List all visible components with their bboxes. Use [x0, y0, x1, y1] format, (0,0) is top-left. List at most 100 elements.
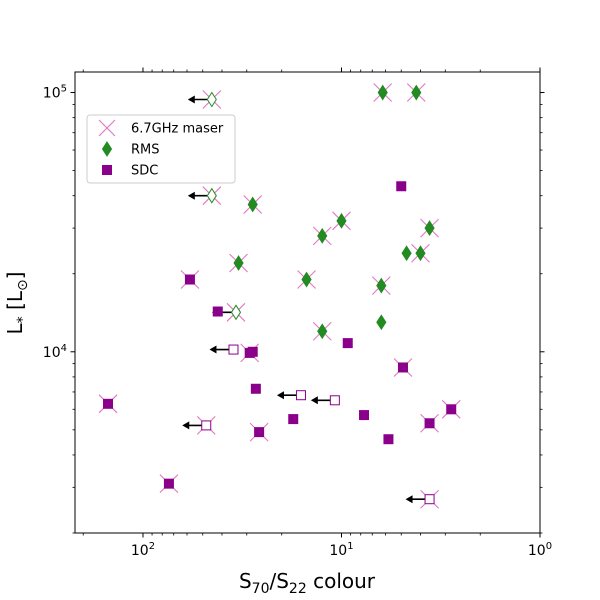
x-tick-label: 101 [329, 541, 353, 559]
sdc-square [250, 383, 261, 394]
sdc-point [383, 434, 394, 445]
rms-point [401, 245, 412, 262]
sdc-point [250, 383, 261, 394]
upper-limit-arrow [310, 396, 318, 405]
y-axis-title: L* [L⊙] [3, 271, 31, 334]
rms-point [243, 195, 263, 214]
legend-entry-maser: 6.7GHz maser [98, 119, 224, 137]
data-points [98, 83, 461, 509]
rms-diamond [317, 227, 328, 244]
x-tick-label: 100 [528, 541, 552, 559]
rms-point [420, 218, 439, 238]
legend-entry-sdc: SDC [102, 164, 158, 179]
sdc-square [247, 346, 258, 357]
rms-point [376, 314, 387, 331]
sdc-square [228, 344, 239, 355]
legend-maser-marker [98, 119, 116, 137]
sdc-point [182, 416, 216, 435]
legend-box [86, 114, 236, 184]
sdc-point [441, 399, 461, 419]
x-axis-title: S70/S22 colour [239, 569, 376, 597]
sdc-point [247, 346, 258, 357]
sdc-square [103, 398, 114, 409]
legend: 6.7GHz maser RMS SDC [86, 114, 236, 184]
sdc-point [212, 306, 223, 317]
sdc-point [288, 414, 299, 425]
sdc-point [209, 344, 239, 355]
sdc-square [359, 410, 370, 421]
rms-diamond [336, 212, 347, 229]
sdc-point [405, 489, 439, 509]
legend-label: RMS [131, 143, 160, 158]
rms-diamond [424, 220, 435, 237]
rms-point [187, 90, 222, 109]
rms-point [187, 186, 222, 206]
rms-point [371, 276, 391, 295]
sdc-point [180, 270, 200, 289]
sdc-point [396, 181, 407, 192]
rms-point [373, 83, 393, 102]
sdc-square [446, 404, 457, 415]
upper-limit-arrow [405, 495, 413, 504]
rms-point [332, 211, 351, 231]
rms-point [297, 270, 316, 289]
x-tick-label: 102 [131, 541, 155, 559]
sdc-square [212, 306, 223, 317]
rms-diamond [233, 255, 244, 271]
rms-diamond [401, 245, 412, 262]
sdc-point [310, 395, 340, 406]
upper-limit-arrow [276, 391, 284, 400]
rms-diamond [206, 187, 217, 204]
legend-sdc-marker [102, 165, 112, 175]
sdc-point [98, 394, 118, 414]
sdc-point [159, 474, 179, 494]
sdc-square [184, 274, 195, 285]
sdc-square [163, 478, 174, 489]
rms-point [406, 83, 426, 102]
sdc-point [420, 413, 439, 433]
sdc-point [276, 390, 306, 401]
sdc-square [397, 362, 408, 373]
sdc-square [424, 494, 435, 505]
sdc-square [254, 427, 265, 438]
sdc-square [396, 181, 407, 192]
sdc-point [249, 422, 269, 442]
rms-diamond [247, 196, 258, 213]
rms-point [411, 243, 430, 263]
sdc-square [295, 390, 306, 401]
upper-limit-arrow [187, 95, 195, 104]
sdc-point [393, 358, 413, 377]
rms-diamond [230, 304, 242, 321]
sdc-square [329, 395, 340, 406]
upper-limit-arrow [187, 191, 195, 200]
plot-frame [74, 71, 541, 534]
sdc-point [342, 338, 353, 349]
sdc-square [201, 420, 212, 431]
rms-diamond [206, 91, 217, 108]
legend-label: SDC [131, 164, 158, 179]
rms-diamond [301, 271, 312, 288]
rms-point [312, 321, 332, 341]
sdc-square [288, 414, 299, 425]
rms-point [312, 226, 332, 246]
upper-limit-arrow [209, 345, 217, 354]
rms-diamond [376, 277, 387, 294]
rms-diamond [415, 245, 426, 262]
rms-diamond [377, 84, 388, 101]
legend-label: 6.7GHz maser [131, 122, 224, 137]
sdc-square [383, 434, 394, 445]
rms-diamond [376, 314, 387, 331]
y-tick-label: 104 [43, 343, 67, 361]
sdc-square [424, 418, 435, 429]
sdc-point [359, 410, 370, 421]
upper-limit-arrow [182, 421, 190, 430]
rms-diamond [411, 84, 422, 101]
y-tick-label: 105 [43, 84, 67, 102]
axis-ticks: 102 101 100 104 105 [43, 67, 552, 559]
rms-diamond [317, 323, 328, 340]
legend-entry-rms: RMS [101, 141, 160, 158]
legend-rms-marker [101, 141, 113, 157]
rms-point [229, 253, 248, 273]
sdc-square [342, 338, 353, 349]
